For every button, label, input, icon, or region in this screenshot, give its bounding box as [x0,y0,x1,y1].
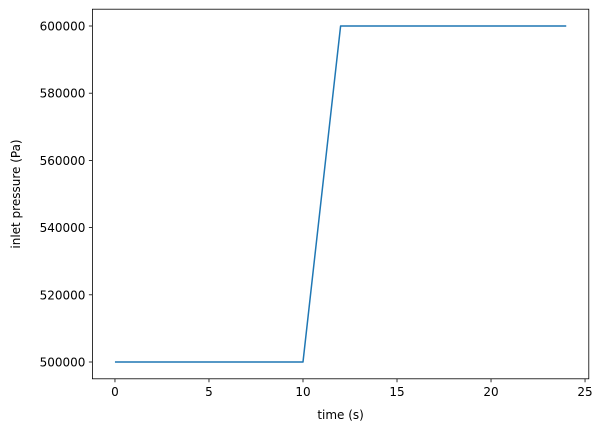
y-tick-label: 600000 [40,20,86,34]
x-axis-ticks: 0 5 10 15 20 25 [111,378,593,399]
y-tick-label: 580000 [40,87,86,101]
x-tick-label: 15 [389,385,404,399]
y-tick-label: 500000 [40,356,86,370]
x-tick-label: 25 [577,385,592,399]
y-axis-ticks: 500000 520000 540000 560000 580000 600000 [40,20,93,370]
x-axis-label: time (s) [317,408,364,422]
series-line [114,25,567,363]
x-tick-label: 10 [295,385,310,399]
x-tick-label: 0 [111,385,119,399]
axes-frame [92,8,590,380]
y-tick-label: 560000 [40,154,86,168]
y-axis-label: inlet pressure (Pa) [9,139,23,248]
y-tick-label: 520000 [40,288,86,302]
plot-area [114,25,567,363]
x-tick-label: 5 [205,385,213,399]
y-tick-label: 540000 [40,221,86,235]
x-tick-label: 20 [483,385,498,399]
